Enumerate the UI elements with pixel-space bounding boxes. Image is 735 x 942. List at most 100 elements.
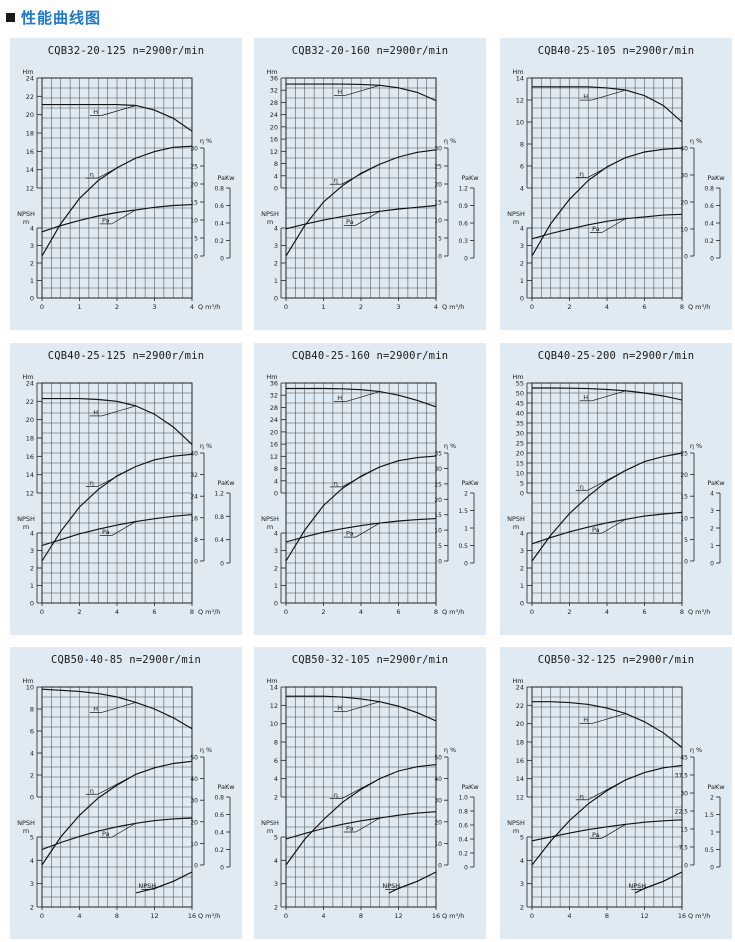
power-tick-label: 0.2 bbox=[458, 851, 468, 858]
head-tick-label: 20 bbox=[516, 720, 524, 728]
efficiency-tick-label: 50 bbox=[190, 755, 198, 762]
head-tick-label: 28 bbox=[270, 99, 278, 107]
npsh-tick-label: 3 bbox=[30, 242, 34, 250]
curve-label: NPSH bbox=[382, 882, 400, 890]
power-tick-label: 1.2 bbox=[458, 186, 468, 193]
curve-h bbox=[42, 398, 193, 445]
power-tick-label: 0.6 bbox=[704, 203, 714, 210]
power-tick-label: 0.4 bbox=[214, 830, 224, 837]
head-tick-label: 8 bbox=[274, 465, 278, 473]
x-tick-label: 0 bbox=[530, 303, 534, 311]
power-tick-label: 0.8 bbox=[704, 186, 714, 193]
npsh-tick-label: 3 bbox=[520, 547, 524, 555]
head-tick-label: 18 bbox=[26, 130, 34, 138]
head-tick-label: 2 bbox=[274, 794, 278, 802]
head-tick-label: 36 bbox=[270, 380, 278, 388]
x-tick-label: 8 bbox=[115, 912, 119, 920]
npsh-tick-label: 2 bbox=[520, 260, 524, 268]
x-tick-label: 6 bbox=[396, 608, 400, 616]
efficiency-axis-label: η % bbox=[690, 137, 702, 145]
curve-h bbox=[532, 701, 683, 748]
efficiency-tick-label: 0 bbox=[684, 863, 688, 870]
leader-line bbox=[341, 778, 380, 799]
power-tick-label: 0 bbox=[464, 561, 468, 568]
efficiency-tick-label: 20 bbox=[680, 200, 688, 207]
npsh-tick-label: 3 bbox=[520, 880, 524, 888]
npsh-tick-label: 1 bbox=[30, 277, 34, 285]
power-tick-label: 0.4 bbox=[214, 537, 224, 544]
curve-label: H bbox=[93, 408, 98, 416]
efficiency-tick-label: 40 bbox=[190, 451, 198, 458]
x-tick-label: 4 bbox=[115, 608, 119, 616]
efficiency-tick-label: 20 bbox=[190, 819, 198, 826]
head-tick-label: 22 bbox=[26, 398, 34, 406]
power-axis-label: PaKw bbox=[461, 783, 479, 791]
head-tick-label: 16 bbox=[270, 441, 278, 449]
curve-label: η bbox=[90, 171, 94, 179]
npsh-tick-label: 5 bbox=[520, 834, 524, 842]
head-tick-label: 0 bbox=[30, 794, 34, 802]
chart-panel: CQB32-20-125 n=2900r/min Hm 12 14 16 18 20 22 24… bbox=[10, 38, 242, 330]
head-tick-label: 50 bbox=[516, 390, 524, 398]
power-tick-label: 1 bbox=[464, 526, 468, 533]
curve-label: NPSH bbox=[138, 882, 156, 890]
efficiency-tick-label: 10 bbox=[434, 841, 442, 848]
x-tick-label: 6 bbox=[642, 303, 646, 311]
x-tick-label: 0 bbox=[40, 608, 44, 616]
head-tick-label: 10 bbox=[516, 119, 524, 127]
chart-title: CQB40-25-160 n=2900r/min bbox=[291, 350, 449, 362]
head-tick-label: 18 bbox=[516, 739, 524, 747]
npsh-tick-label: 2 bbox=[274, 260, 278, 268]
npsh-tick-label: 2 bbox=[520, 565, 524, 573]
npsh-axis-unit: m bbox=[267, 218, 273, 226]
efficiency-tick-label: 40 bbox=[434, 776, 442, 783]
leader-line bbox=[97, 157, 136, 179]
power-tick-label: 0 bbox=[464, 865, 468, 872]
efficiency-tick-label: 5 bbox=[194, 236, 198, 243]
chart-panel: CQB50-32-105 n=2900r/min Hm 2 4 6 8 10 12 14 NPSH… bbox=[254, 647, 486, 939]
curve-label: η bbox=[334, 177, 338, 185]
efficiency-tick-label: 10 bbox=[434, 218, 442, 225]
x-tick-label: 8 bbox=[605, 912, 609, 920]
efficiency-tick-label: 5 bbox=[438, 543, 442, 550]
curve-eta bbox=[531, 147, 683, 257]
x-axis-label: Q m³/h bbox=[198, 303, 220, 311]
curve-label: η bbox=[90, 479, 94, 487]
efficiency-tick-label: 45 bbox=[680, 755, 688, 762]
curve-label: H bbox=[337, 394, 342, 402]
efficiency-tick-label: 30 bbox=[680, 173, 688, 180]
x-tick-label: 16 bbox=[188, 912, 196, 920]
efficiency-tick-label: 20 bbox=[190, 182, 198, 189]
npsh-tick-label: 1 bbox=[520, 582, 524, 590]
efficiency-tick-label: 25 bbox=[434, 164, 442, 171]
leader-line bbox=[355, 522, 380, 538]
curve-label: H bbox=[583, 393, 588, 401]
npsh-tick-label: 4 bbox=[274, 225, 278, 233]
x-tick-label: 16 bbox=[432, 912, 440, 920]
power-tick-label: 1.5 bbox=[458, 508, 468, 515]
head-tick-label: 22 bbox=[516, 702, 524, 710]
curve-label: Pa bbox=[592, 831, 600, 839]
efficiency-tick-label: 32 bbox=[190, 472, 198, 479]
head-tick-label: 20 bbox=[270, 428, 278, 436]
power-tick-label: 0.6 bbox=[458, 221, 468, 228]
curve-pa bbox=[41, 204, 193, 233]
chart-title: CQB40-25-125 n=2900r/min bbox=[47, 350, 205, 362]
head-tick-label: 14 bbox=[26, 471, 34, 479]
efficiency-tick-label: 37.5 bbox=[675, 773, 689, 780]
head-axis-label: Hm bbox=[512, 677, 523, 685]
power-tick-label: 1 bbox=[710, 830, 714, 837]
efficiency-tick-label: 5 bbox=[438, 236, 442, 243]
power-tick-label: 0.3 bbox=[458, 238, 468, 245]
leader-line bbox=[101, 702, 136, 713]
efficiency-tick-label: 50 bbox=[434, 755, 442, 762]
chart-grid bbox=[285, 382, 437, 604]
curve-pa bbox=[41, 514, 193, 547]
npsh-axis-label: NPSH bbox=[261, 210, 279, 218]
leader-line bbox=[97, 466, 136, 487]
npsh-axis-label: NPSH bbox=[507, 819, 525, 827]
curve-eta bbox=[285, 455, 437, 562]
